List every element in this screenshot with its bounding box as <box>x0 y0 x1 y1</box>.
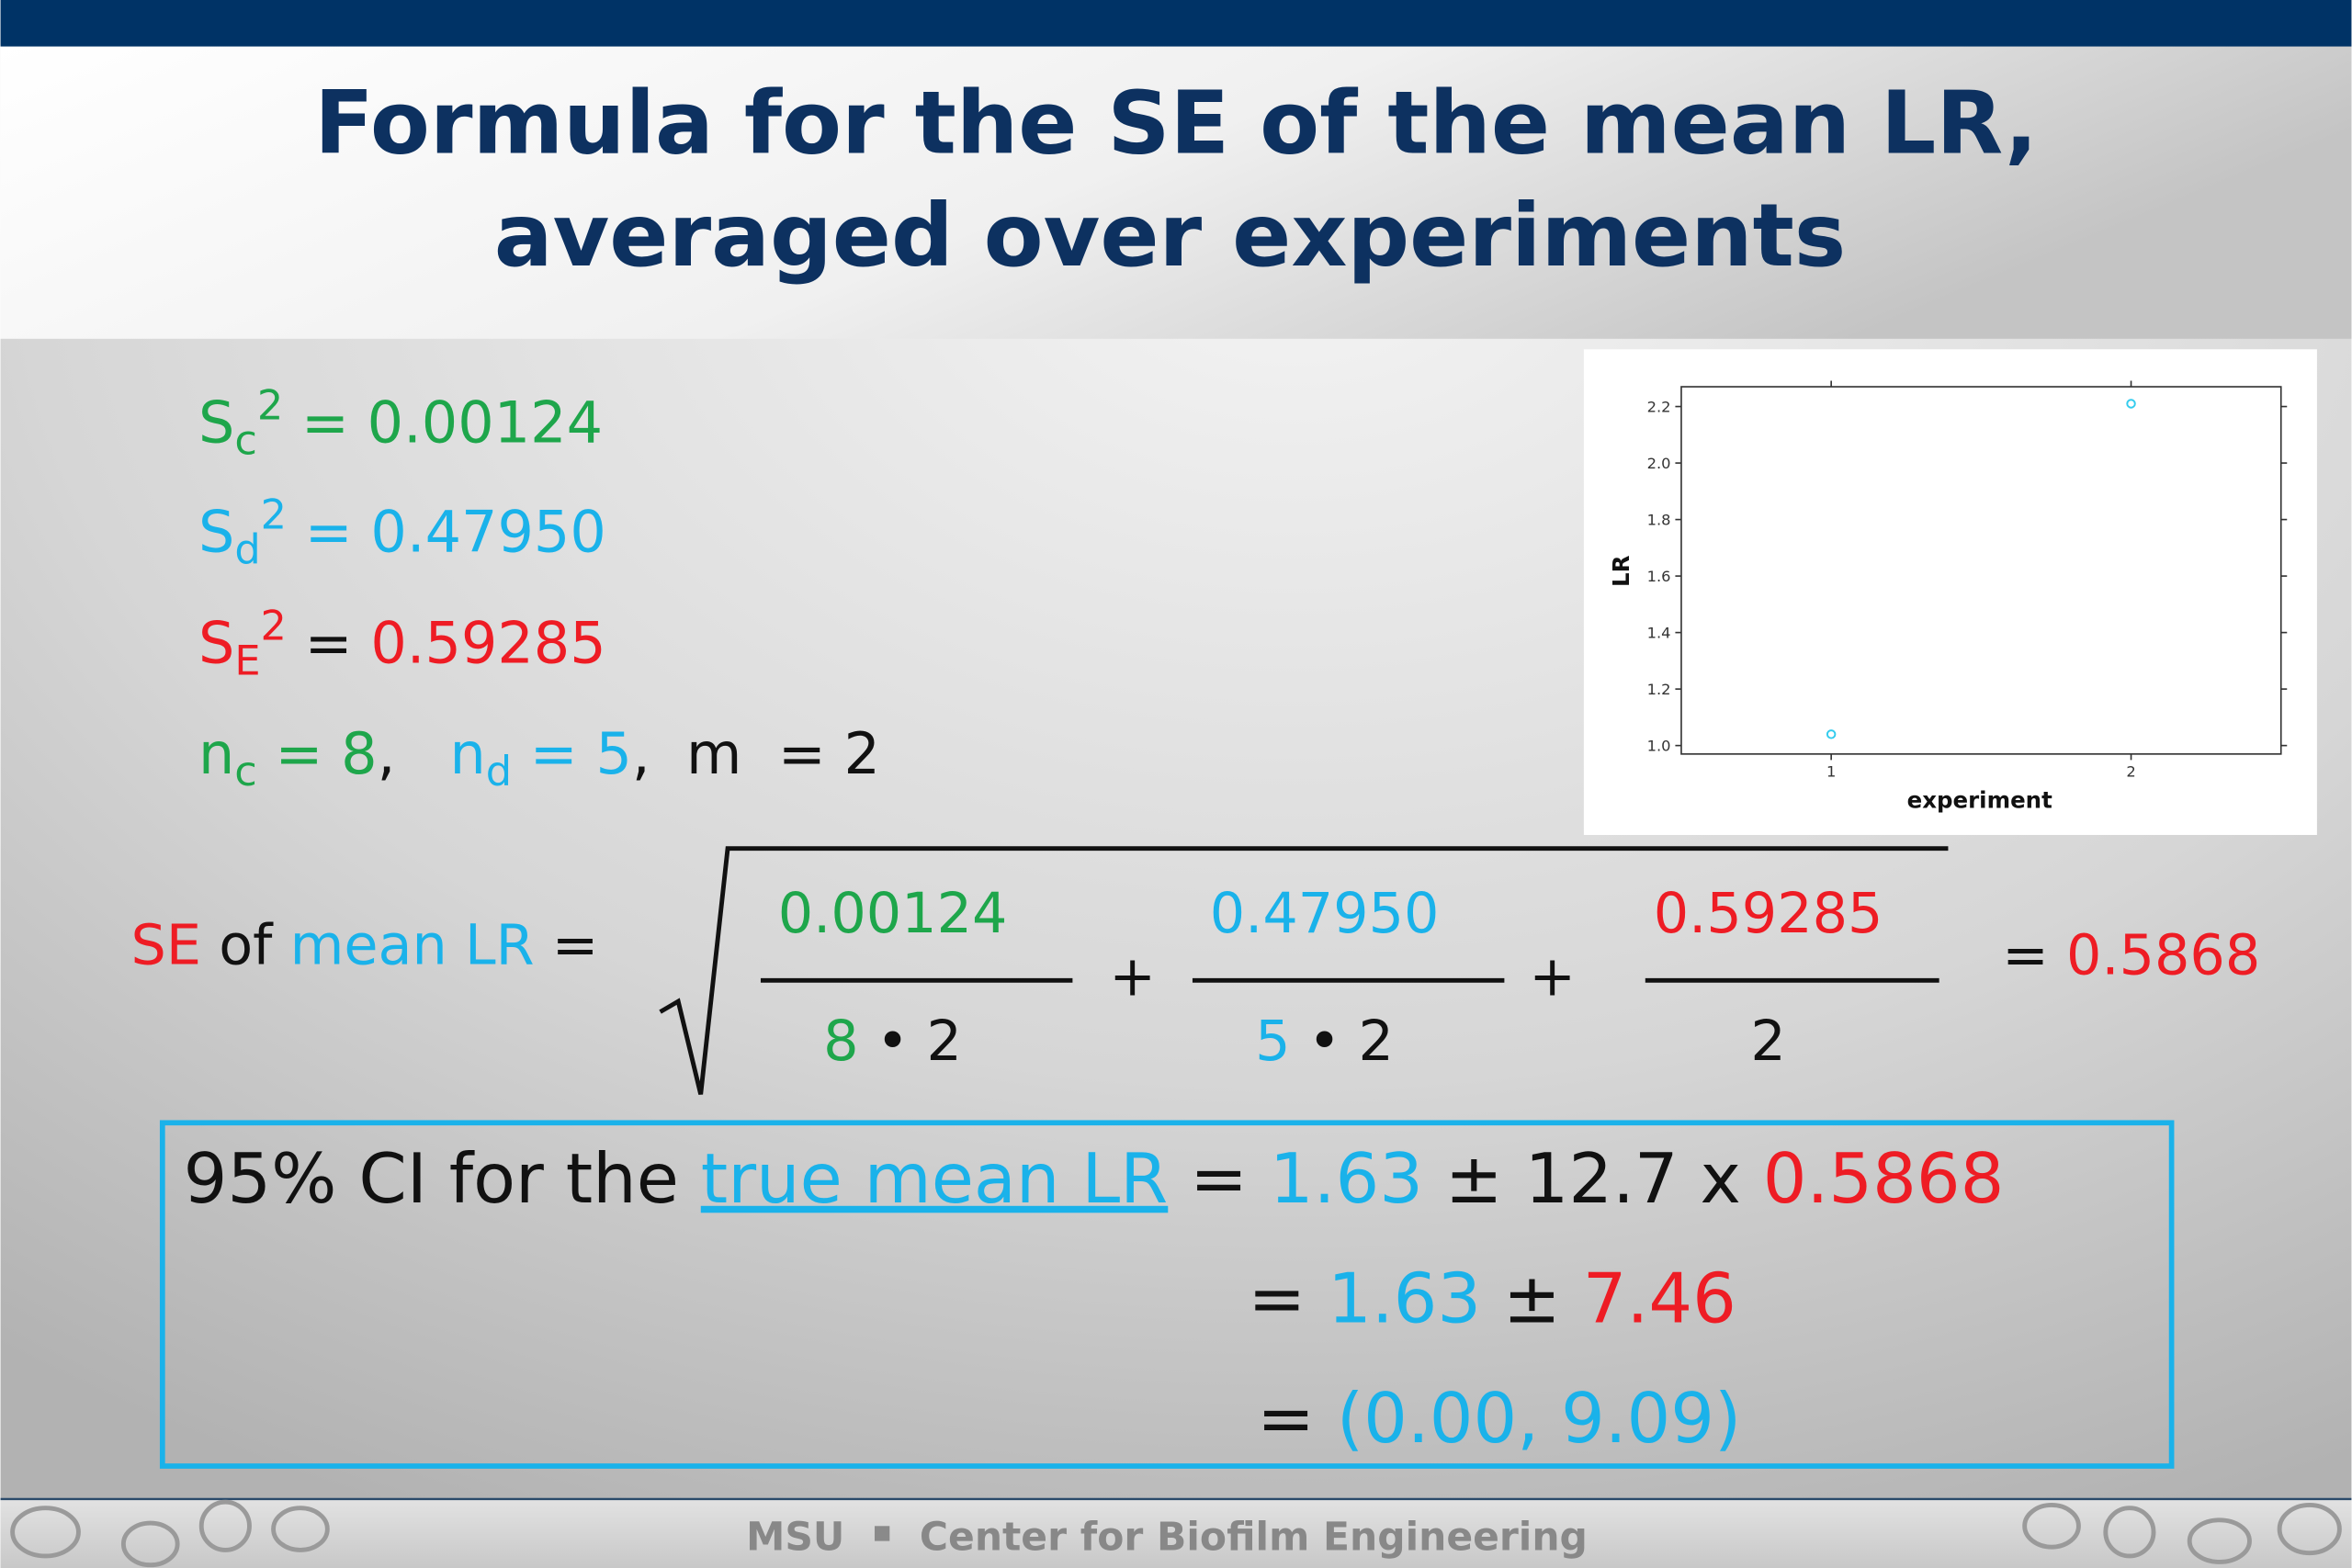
text-part: = 8 <box>257 720 378 787</box>
text-part: = <box>1248 1258 1328 1338</box>
plot-area <box>1680 386 2282 755</box>
text-part: = <box>1168 1138 1270 1219</box>
text-part: c <box>234 416 257 464</box>
text-part: 95% CI for the <box>184 1138 701 1219</box>
text-part: = 5 <box>512 720 632 787</box>
text-part: 2 <box>257 382 283 430</box>
radical-sign <box>659 846 1949 1095</box>
text-part: = 0.00124 <box>283 389 603 456</box>
text-part: SE <box>131 913 201 977</box>
text-line: 0.47950 <box>1210 882 1440 946</box>
text-part: 0.5868 <box>1763 1138 2005 1219</box>
text-part: • 2 <box>859 1010 962 1074</box>
text-part: 2 <box>261 491 287 539</box>
text-part: d <box>486 748 512 795</box>
text-line: 8 • 2 <box>823 1010 962 1074</box>
text-part: n <box>449 720 485 787</box>
operator: + <box>1529 945 1576 1010</box>
text-line: = (0.00, 9.09) <box>1257 1378 1741 1459</box>
text-part: 0.59285 <box>370 609 605 676</box>
text-part: 0.5868 <box>2066 924 2260 988</box>
x-axis-label: experiment <box>1907 787 2052 814</box>
text-part: c <box>234 748 257 795</box>
text-part: 7.46 <box>1583 1258 1736 1338</box>
y-tick-label: 1.4 <box>1647 624 1671 641</box>
text-line: 0.59285 <box>1654 882 1883 946</box>
text-part: E <box>234 637 260 684</box>
text-part: S <box>198 499 234 566</box>
ci-box <box>159 1120 2175 1469</box>
y-tick-label: 1.6 <box>1647 568 1671 585</box>
text-line: Sd2 = 0.47950 <box>198 491 606 573</box>
text-line: nc = 8, nd = 5, m = 2 <box>198 720 880 795</box>
text-part: , <box>378 720 450 787</box>
text-line: 5 • 2 <box>1255 1010 1394 1074</box>
text-part: ± 12.7 x <box>1423 1138 1763 1219</box>
text-part: 0.59285 <box>1654 882 1883 946</box>
title-area <box>0 44 2352 339</box>
text-part: 1.63 <box>1270 1138 1423 1219</box>
title-line: Formula for the SE of the mean LR, <box>314 73 2038 174</box>
text-line: 0.00124 <box>778 882 1008 946</box>
text-part: 0.47950 <box>1210 882 1440 946</box>
y-tick-label: 1.8 <box>1647 511 1671 528</box>
footer-separator <box>874 1526 890 1541</box>
text-part: • 2 <box>1291 1010 1394 1074</box>
y-tick-label: 1.2 <box>1647 681 1671 698</box>
x-tick-label: 1 <box>1826 762 1836 780</box>
text-part: = <box>1257 1378 1337 1459</box>
footer-text: MSU <box>746 1515 844 1560</box>
text-line: = 0.5868 <box>2002 924 2260 988</box>
text-line: 2 <box>1750 1010 1785 1074</box>
text-part: true mean LR <box>701 1138 1169 1219</box>
text-part: ± <box>1481 1258 1583 1338</box>
y-tick-label: 1.0 <box>1647 737 1671 754</box>
text-part: mean LR <box>290 913 535 977</box>
point <box>1826 729 1837 739</box>
y-tick-label: 2.2 <box>1647 398 1671 415</box>
text-part: = <box>535 913 599 977</box>
text-part: S <box>198 389 234 456</box>
text-part: n <box>198 720 234 787</box>
text-part: S <box>198 609 234 676</box>
text-part: = <box>287 609 370 676</box>
y-tick-label: 2.0 <box>1647 455 1671 472</box>
text-line: = 1.63 ± 7.46 <box>1248 1258 1736 1338</box>
point <box>2126 399 2136 409</box>
text-line: SE of mean LR = <box>131 913 599 977</box>
text-part: = <box>2002 924 2066 988</box>
operator: + <box>1109 945 1156 1010</box>
text-part: 2 <box>261 603 287 650</box>
text-part: 1.63 <box>1328 1258 1481 1338</box>
text-part: (0.00, 9.09) <box>1337 1378 1741 1459</box>
x-tick-label: 2 <box>2126 762 2135 780</box>
text-part: 0.00124 <box>778 882 1008 946</box>
text-line: Sc2 = 0.00124 <box>198 382 603 464</box>
footer-decoration <box>10 1499 2342 1568</box>
footer-bar <box>0 1498 2352 1568</box>
y-axis-label: LR <box>1608 555 1634 587</box>
title-line: averaged over experiments <box>494 186 1846 287</box>
text-part: 2 <box>1750 1010 1785 1074</box>
text-part: , m = 2 <box>632 720 880 787</box>
text-part: = 0.47950 <box>287 499 606 566</box>
text-line: 95% CI for the true mean LR = 1.63 ± 12.… <box>184 1138 2005 1219</box>
text-part: d <box>234 525 260 573</box>
top-bar <box>0 0 2352 47</box>
text-part: of <box>201 913 290 977</box>
footer-text: Center for Biofilm Engineering <box>920 1515 1588 1560</box>
text-line: SE2 = 0.59285 <box>198 603 606 684</box>
text-part: 8 <box>823 1010 858 1074</box>
text-part: 5 <box>1255 1010 1290 1074</box>
